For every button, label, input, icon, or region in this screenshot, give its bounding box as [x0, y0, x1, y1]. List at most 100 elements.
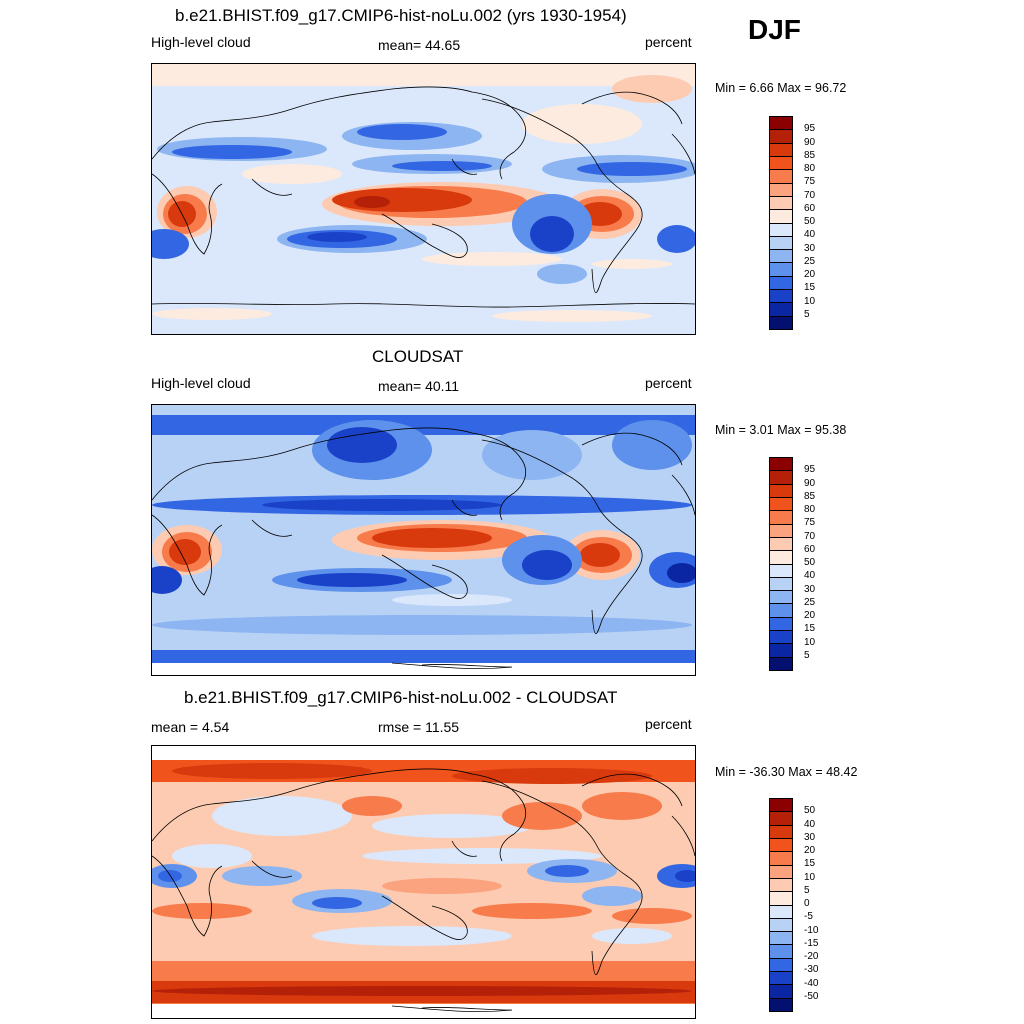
colorbar-tick-label: 30 [804, 583, 816, 595]
colorbar-swatch [770, 210, 792, 224]
colorbar-tick-label: -30 [804, 964, 819, 976]
colorbar-swatch [770, 799, 792, 813]
panel1-colorbar [769, 116, 793, 330]
colorbar-swatch [770, 918, 792, 933]
panel2-title: CLOUDSAT [372, 347, 464, 366]
colorbar-tick-label: 15 [804, 282, 816, 294]
panel1-colorbar-swatches [770, 117, 792, 329]
colorbar-tick-label: 15 [804, 858, 816, 870]
colorbar-tick-label: 15 [804, 623, 816, 635]
colorbar-tick-label: 60 [804, 202, 816, 214]
colorbar-tick-label: 90 [804, 477, 816, 489]
colorbar-tick-label: -40 [804, 977, 819, 989]
colorbar-tick-label: 20 [804, 845, 816, 856]
colorbar-tick-label: 50 [804, 805, 816, 817]
colorbar-tick-label: -10 [804, 924, 819, 936]
season-label: DJF [748, 14, 801, 45]
panel1-units-label: percent [645, 34, 692, 50]
colorbar-tick-label: 40 [804, 818, 816, 830]
colorbar-tick-label: -5 [804, 911, 813, 923]
colorbar-tick-label: 70 [804, 189, 816, 201]
colorbar-tick-label: 95 [804, 464, 816, 476]
panel3-minmax-label: Min = -36.30 Max = 48.42 [715, 765, 858, 779]
colorbar-tick-label: -20 [804, 951, 819, 962]
panel2-variable-label: High-level cloud [151, 375, 251, 391]
colorbar-tick-label: 75 [804, 517, 816, 529]
colorbar-tick-label: 50 [804, 557, 816, 568]
panel3-rmse-label: rmse = 11.55 [378, 719, 460, 735]
panel1-map [151, 63, 696, 335]
colorbar-swatch [770, 303, 792, 317]
panel2-units-label: percent [645, 375, 692, 391]
colorbar-tick-label: 40 [804, 229, 816, 241]
colorbar-swatch [770, 276, 792, 291]
colorbar-tick-label: 10 [804, 636, 816, 648]
colorbar-swatch [770, 497, 792, 512]
colorbar-tick-label: 20 [804, 610, 816, 621]
colorbar-swatch [770, 985, 792, 999]
colorbar-tick-label: 85 [804, 149, 816, 161]
colorbar-swatch [770, 223, 792, 237]
colorbar-swatch [770, 524, 792, 538]
colorbar-swatch [770, 130, 792, 144]
colorbar-swatch [770, 958, 792, 973]
panel3-colorbar-swatches [770, 799, 792, 1011]
colorbar-swatch [770, 143, 792, 157]
colorbar-swatch [770, 484, 792, 498]
panel3-colorbar [769, 798, 793, 1012]
panel2-mean-label: mean= 40.11 [378, 378, 460, 394]
panel2-map [151, 404, 696, 676]
colorbar-tick-label: 25 [804, 596, 816, 608]
colorbar-tick-label: 80 [804, 163, 816, 174]
colorbar-swatch [770, 852, 792, 866]
panel1-variable-label: High-level cloud [151, 34, 251, 50]
colorbar-tick-label: 95 [804, 123, 816, 135]
colorbar-tick-label: 5 [804, 884, 810, 896]
colorbar-tick-label: -50 [804, 990, 819, 1002]
colorbar-tick-label: 80 [804, 504, 816, 515]
colorbar-tick-label: 70 [804, 530, 816, 542]
colorbar-swatch [770, 458, 792, 472]
colorbar-swatch [770, 825, 792, 839]
panel1-mean-label: mean= 44.65 [378, 37, 461, 53]
colorbar-tick-label: 0 [804, 898, 810, 909]
colorbar-tick-label: 75 [804, 176, 816, 188]
panel2-minmax-label: Min = 3.01 Max = 95.38 [715, 423, 847, 437]
colorbar-tick-label: 40 [804, 570, 816, 582]
colorbar-swatch [770, 263, 792, 277]
colorbar-swatch [770, 156, 792, 171]
colorbar-swatch [770, 316, 792, 329]
colorbar-swatch [770, 631, 792, 645]
colorbar-swatch [770, 972, 792, 986]
panel3-units-label: percent [645, 716, 692, 732]
colorbar-tick-label: 10 [804, 295, 816, 307]
colorbar-tick-label: 30 [804, 242, 816, 254]
colorbar-swatch [770, 591, 792, 605]
colorbar-tick-label: 50 [804, 216, 816, 227]
colorbar-tick-label: 60 [804, 543, 816, 555]
colorbar-swatch [770, 170, 792, 184]
colorbar-swatch [770, 892, 792, 906]
panel1-title: b.e21.BHIST.f09_g17.CMIP6-hist-noLu.002 … [175, 6, 627, 25]
panel3-map [151, 745, 696, 1019]
colorbar-swatch [770, 250, 792, 264]
colorbar-swatch [770, 196, 792, 211]
colorbar-tick-label: 20 [804, 269, 816, 280]
colorbar-swatch [770, 998, 792, 1011]
colorbar-swatch [770, 117, 792, 131]
colorbar-swatch [770, 617, 792, 632]
colorbar-tick-label: 25 [804, 255, 816, 267]
panel2-colorbar-swatches [770, 458, 792, 670]
colorbar-tick-label: 85 [804, 490, 816, 502]
colorbar-swatch [770, 945, 792, 959]
panel3-mean-label: mean = 4.54 [151, 719, 230, 735]
colorbar-swatch [770, 290, 792, 304]
colorbar-swatch [770, 183, 792, 197]
colorbar-swatch [770, 932, 792, 946]
colorbar-tick-label: 5 [804, 649, 810, 661]
colorbar-swatch [770, 657, 792, 670]
colorbar-swatch [770, 812, 792, 826]
colorbar-swatch [770, 537, 792, 552]
colorbar-swatch [770, 551, 792, 565]
colorbar-tick-label: -15 [804, 937, 819, 949]
